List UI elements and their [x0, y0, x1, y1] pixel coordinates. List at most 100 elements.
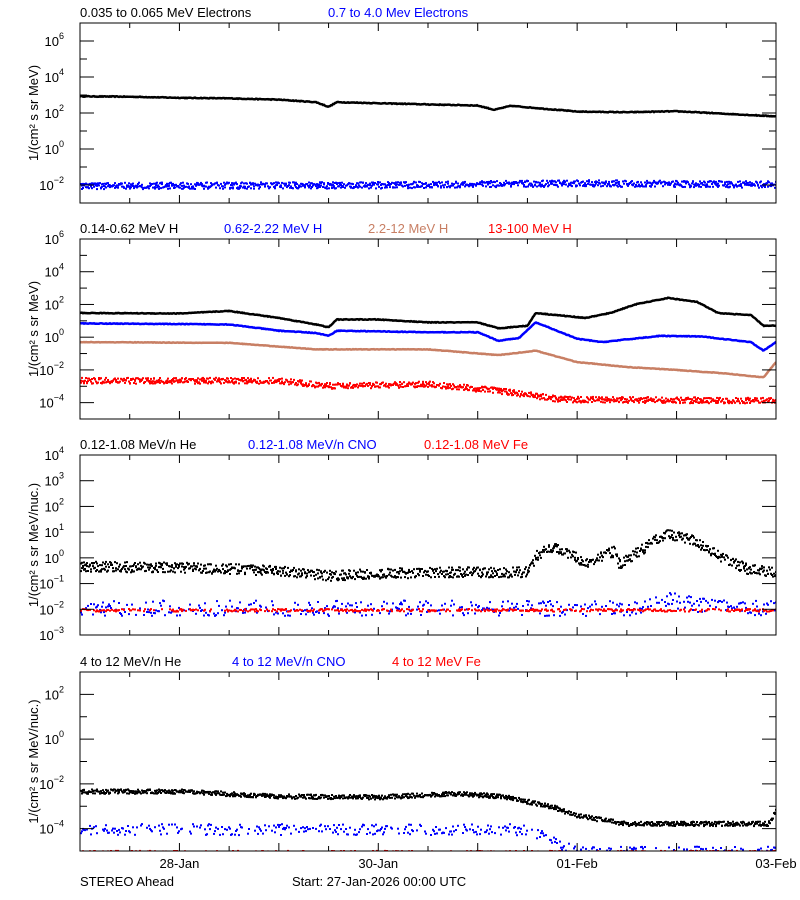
data-point: [704, 549, 706, 552]
data-point: [82, 564, 84, 567]
data-point: [716, 556, 718, 558]
data-point: [218, 792, 220, 795]
data-point: [386, 602, 388, 605]
data-point: [322, 186, 324, 188]
data-point: [95, 560, 97, 563]
data-point: [291, 570, 293, 573]
data-point: [306, 183, 308, 185]
data-point: [91, 378, 93, 380]
data-point: [485, 575, 487, 578]
data-point: [405, 614, 407, 617]
data-point: [536, 185, 538, 188]
data-point: [479, 569, 481, 572]
data-point: [193, 562, 195, 565]
data-point: [121, 608, 123, 611]
data-point: [396, 383, 398, 386]
data-point: [666, 181, 668, 184]
data-point: [722, 398, 724, 401]
data-point: [511, 183, 513, 186]
data-point: [439, 182, 441, 185]
data-point: [388, 573, 390, 576]
data-point: [355, 573, 357, 576]
data-point: [489, 182, 491, 185]
data-point: [315, 385, 317, 388]
data-point: [591, 401, 593, 403]
data-point: [286, 573, 288, 576]
data-point: [240, 185, 242, 188]
data-point: [362, 384, 364, 387]
data-point: [287, 380, 289, 383]
data-point: [506, 391, 508, 394]
data-point: [207, 377, 209, 380]
data-point: [649, 399, 651, 401]
series-0-12-1-08-mev-n-cno: [80, 592, 776, 617]
data-point: [446, 570, 448, 572]
data-point: [288, 793, 290, 796]
data-point: [749, 608, 751, 611]
data-point: [736, 605, 738, 608]
data-point: [88, 187, 90, 190]
data-point: [673, 184, 675, 187]
data-point: [87, 604, 89, 607]
data-point: [300, 569, 302, 572]
data-point: [125, 187, 127, 190]
data-point: [444, 602, 446, 605]
data-point: [505, 572, 507, 575]
data-point: [183, 184, 185, 187]
data-point: [755, 599, 757, 602]
data-point: [678, 398, 680, 401]
data-point: [617, 397, 619, 400]
data-point: [273, 182, 275, 185]
data-point: [417, 184, 419, 187]
data-point: [375, 796, 377, 799]
data-point: [334, 797, 336, 800]
data-point: [541, 551, 543, 554]
data-point: [413, 568, 415, 571]
data-point: [478, 796, 480, 799]
data-point: [754, 184, 756, 187]
data-point: [249, 609, 251, 612]
data-point: [455, 386, 457, 388]
data-point: [181, 788, 183, 791]
data-point: [552, 549, 554, 552]
data-point: [170, 611, 172, 614]
data-point: [521, 390, 523, 393]
data-point: [586, 180, 588, 183]
data-point: [208, 614, 210, 617]
data-point: [731, 607, 733, 610]
data-point: [577, 557, 579, 559]
data-point: [622, 180, 624, 183]
data-point: [701, 547, 703, 549]
data-point: [266, 380, 268, 382]
data-point: [167, 187, 169, 190]
data-point: [481, 180, 483, 183]
data-point: [539, 554, 541, 557]
data-point: [428, 383, 430, 386]
data-point: [343, 183, 345, 186]
data-point: [735, 183, 737, 186]
data-point: [591, 815, 593, 818]
data-point: [561, 184, 563, 187]
data-point: [144, 562, 146, 565]
data-point: [446, 186, 448, 189]
data-point: [398, 607, 400, 610]
data-point: [712, 185, 714, 188]
data-point: [431, 186, 433, 189]
data-point: [409, 793, 411, 796]
data-point: [285, 571, 287, 574]
data-point: [130, 571, 132, 574]
data-point: [614, 609, 616, 612]
data-point: [286, 186, 288, 189]
data-point: [662, 185, 664, 188]
data-point: [691, 604, 693, 607]
data-point: [738, 564, 740, 567]
data-point: [136, 792, 138, 795]
data-point: [455, 180, 457, 183]
data-point: [295, 181, 297, 184]
data-point: [395, 794, 397, 797]
data-point: [532, 185, 534, 188]
data-point: [304, 186, 306, 189]
data-point: [164, 381, 166, 384]
data-point: [383, 600, 385, 603]
data-point: [754, 608, 756, 611]
